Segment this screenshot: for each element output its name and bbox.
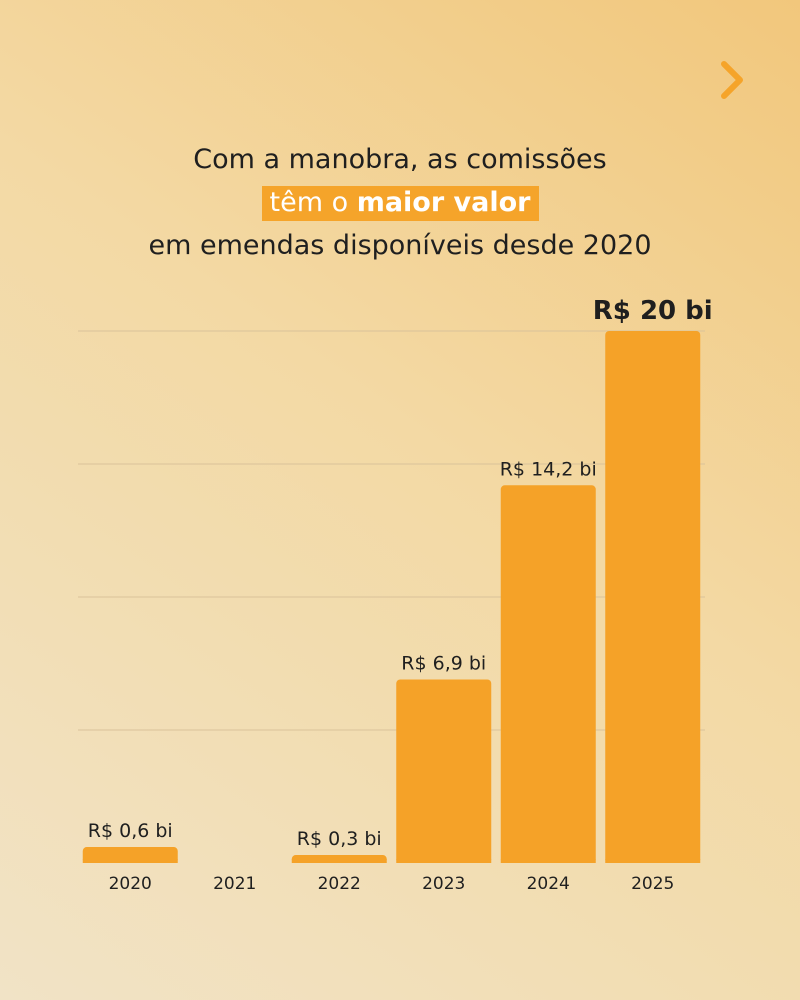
bar-2023 <box>396 679 492 863</box>
x-tick-label-2023: 2023 <box>422 874 465 894</box>
data-label-2020: R$ 0,6 bi <box>88 820 173 842</box>
title-line-2: têm o maior valor <box>0 181 800 224</box>
bar-base-2020 <box>82 859 178 863</box>
data-label-2022: R$ 0,3 bi <box>297 828 382 850</box>
next-slide-button[interactable] <box>712 58 752 102</box>
title-highlight: têm o maior valor <box>261 186 539 221</box>
title-line-1: Com a manobra, as comissões <box>193 144 607 175</box>
x-tick-label-2025: 2025 <box>631 874 674 894</box>
bar-base-2025 <box>605 859 701 863</box>
bar-base-2024 <box>500 859 596 863</box>
chart-title: Com a manobra, as comissões têm o maior … <box>0 138 800 267</box>
bar-2025 <box>605 331 701 863</box>
x-tick-label-2024: 2024 <box>527 874 570 894</box>
x-tick-label-2022: 2022 <box>318 874 361 894</box>
title-highlight-prefix: têm o <box>269 187 357 218</box>
bar-2024 <box>500 485 596 863</box>
title-highlight-bold: maior valor <box>356 187 531 218</box>
data-label-2023: R$ 6,9 bi <box>401 652 486 674</box>
title-line-3: em emendas disponíveis desde 2020 <box>148 230 652 261</box>
x-tick-label-2021: 2021 <box>213 874 256 894</box>
x-tick-label-2020: 2020 <box>109 874 152 894</box>
bar-base-2022 <box>291 859 387 863</box>
data-label-2025: R$ 20 bi <box>593 296 713 326</box>
chevron-right-icon <box>721 61 743 99</box>
bar-base-2023 <box>396 859 492 863</box>
data-label-2024: R$ 14,2 bi <box>500 458 597 480</box>
